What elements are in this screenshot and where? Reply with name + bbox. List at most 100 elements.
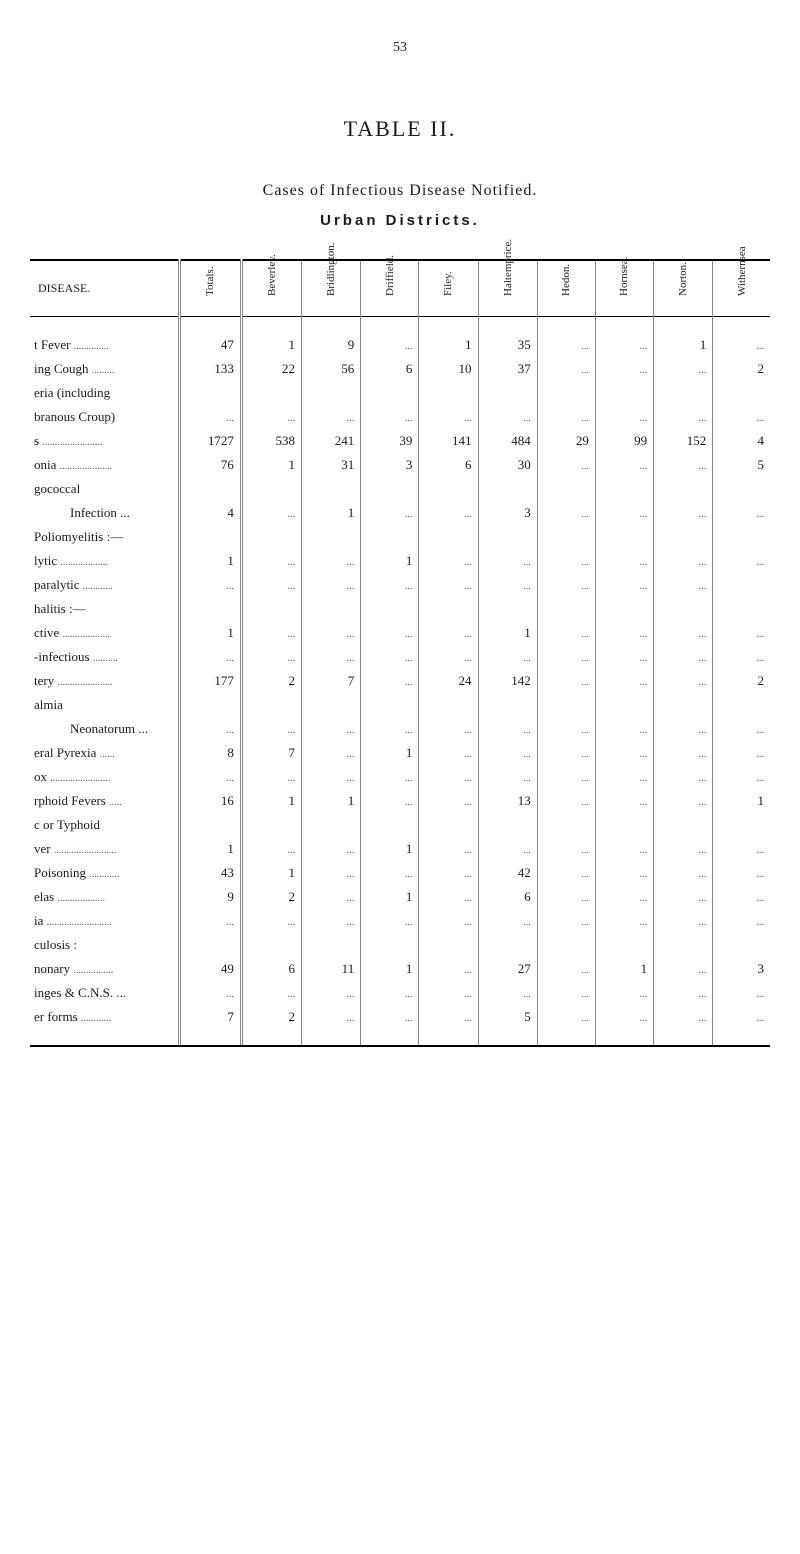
data-cell: 42 [478, 861, 537, 885]
data-cell: 1 [241, 861, 301, 885]
data-cell: ... [179, 717, 241, 741]
data-cell: ... [595, 981, 653, 1005]
data-cell: 1 [179, 837, 241, 861]
table-row: inges & C.N.S. .........................… [30, 981, 770, 1005]
disease-name-cell: lytic ................... [30, 549, 179, 573]
data-cell [478, 693, 537, 717]
data-cell: ... [537, 405, 595, 429]
data-cell [713, 573, 770, 597]
data-cell: ... [241, 909, 301, 933]
data-cell [537, 933, 595, 957]
data-cell [419, 813, 478, 837]
data-cell: ... [654, 885, 713, 909]
data-cell: 5 [713, 453, 770, 477]
data-cell: ... [361, 717, 419, 741]
data-cell: 1 [361, 549, 419, 573]
data-cell [361, 933, 419, 957]
data-cell: ... [361, 669, 419, 693]
data-cell: ... [478, 549, 537, 573]
table-row: eria (including [30, 381, 770, 405]
data-cell [419, 525, 478, 549]
data-cell: ... [537, 765, 595, 789]
data-cell [478, 813, 537, 837]
data-cell: ... [654, 837, 713, 861]
data-cell: ... [361, 1005, 419, 1045]
data-cell: ... [713, 837, 770, 861]
data-cell: ... [241, 549, 301, 573]
data-cell: 1 [361, 957, 419, 981]
data-cell: ... [361, 621, 419, 645]
data-cell: 7 [302, 669, 361, 693]
data-cell: 31 [302, 453, 361, 477]
data-cell [713, 477, 770, 501]
table-row: nonary ................496111...27...1..… [30, 957, 770, 981]
disease-name-cell: gococcal [30, 477, 179, 501]
data-cell: ... [537, 981, 595, 1005]
data-cell: 99 [595, 429, 653, 453]
data-cell: 241 [302, 429, 361, 453]
table-row: gococcal [30, 477, 770, 501]
header-hornsea: Hornsea. [595, 260, 653, 317]
table-row: almia [30, 693, 770, 717]
data-cell: ... [595, 669, 653, 693]
data-cell [302, 693, 361, 717]
data-cell: ... [713, 621, 770, 645]
data-cell [419, 933, 478, 957]
data-cell [654, 933, 713, 957]
data-cell: ... [179, 981, 241, 1005]
header-hedon: Hedon. [537, 260, 595, 317]
disease-name-cell: eral Pyrexia ...... [30, 741, 179, 765]
data-cell: 2 [241, 885, 301, 909]
data-cell: 1 [654, 317, 713, 358]
table-row: Neonatorum .............................… [30, 717, 770, 741]
table-row: halitis :— [30, 597, 770, 621]
table-row: paralytic ..............................… [30, 573, 770, 597]
data-cell [478, 477, 537, 501]
data-cell: ... [595, 405, 653, 429]
data-cell [537, 693, 595, 717]
data-cell: 29 [537, 429, 595, 453]
data-cell [713, 813, 770, 837]
data-cell: ... [419, 765, 478, 789]
data-cell: ... [179, 765, 241, 789]
disease-name-cell: tery ...................... [30, 669, 179, 693]
disease-name-cell: halitis :— [30, 597, 179, 621]
data-cell: ... [537, 501, 595, 525]
data-cell: ... [241, 765, 301, 789]
data-cell: 152 [654, 429, 713, 453]
data-cell: 37 [478, 357, 537, 381]
data-cell: ... [241, 981, 301, 1005]
data-cell: 39 [361, 429, 419, 453]
data-cell: ... [713, 741, 770, 765]
data-cell: ... [478, 981, 537, 1005]
data-cell: ... [713, 645, 770, 669]
data-cell: ... [419, 501, 478, 525]
table-row: lytic ...................1......1.......… [30, 549, 770, 573]
table-row: ing Cough .........133225661037.........… [30, 357, 770, 381]
data-cell: 4 [713, 429, 770, 453]
data-cell: 6 [361, 357, 419, 381]
data-cell: 1 [241, 453, 301, 477]
data-cell: ... [361, 645, 419, 669]
data-cell: ... [241, 573, 301, 597]
header-filey: Filey. [419, 260, 478, 317]
disease-name-cell: rphoid Fevers ..... [30, 789, 179, 813]
data-cell: 1 [419, 317, 478, 358]
data-cell: 9 [179, 885, 241, 909]
data-cell: 11 [302, 957, 361, 981]
data-cell: ... [419, 837, 478, 861]
data-cell: 43 [179, 861, 241, 885]
data-cell: 30 [478, 453, 537, 477]
data-cell: ... [419, 717, 478, 741]
data-cell: 1 [361, 741, 419, 765]
data-cell [361, 597, 419, 621]
data-cell [302, 477, 361, 501]
data-cell: ... [419, 405, 478, 429]
data-cell: 141 [419, 429, 478, 453]
table-row: tery ......................17727...24142… [30, 669, 770, 693]
data-cell [302, 381, 361, 405]
data-cell [595, 933, 653, 957]
data-cell [478, 381, 537, 405]
data-cell: 133 [179, 357, 241, 381]
data-cell: ... [654, 645, 713, 669]
